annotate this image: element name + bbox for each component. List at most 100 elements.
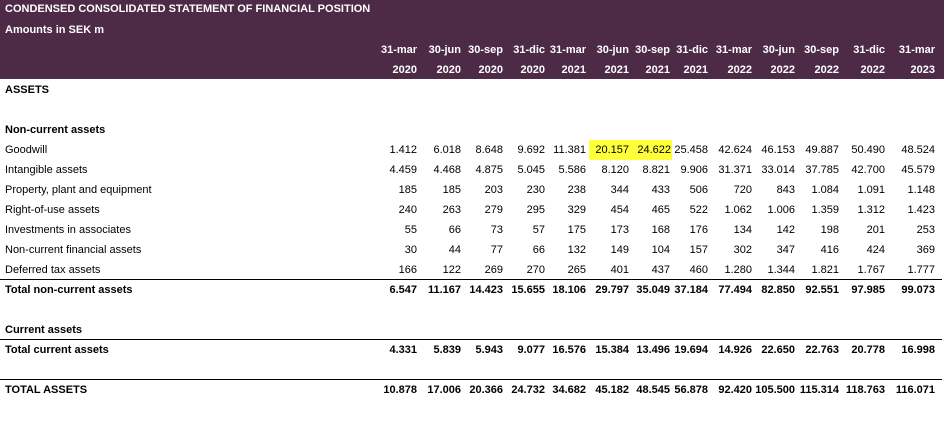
value-cell: 99.073: [901, 284, 935, 296]
value-cell: 45.579: [901, 164, 935, 176]
column-header-date: 31-mar: [549, 44, 586, 56]
value-cell: 77.494: [718, 284, 752, 296]
value-cell: 6.018: [433, 144, 461, 156]
row-label: Property, plant and equipment: [5, 184, 152, 196]
value-cell: 416: [820, 244, 839, 256]
value-cell: 263: [442, 204, 461, 216]
column-header-date: 30-sep: [635, 44, 670, 56]
row-property-plant-equipment: Property, plant and equipment 185 185 20…: [0, 180, 944, 200]
column-header-date: 30-jun: [428, 44, 461, 56]
column-header-date: 31-dic: [513, 44, 545, 56]
value-cell: 16.576: [552, 344, 586, 356]
value-cell: 265: [567, 264, 586, 276]
value-cell: 14.926: [718, 344, 752, 356]
value-cell: 11.167: [427, 284, 461, 296]
value-cell: 157: [689, 244, 708, 256]
value-cell: 302: [733, 244, 752, 256]
section-label-non-current: Non-current assets: [5, 124, 106, 136]
value-cell: 1.777: [907, 264, 935, 276]
row-total-assets: TOTAL ASSETS 10.878 17.006 20.366 24.732…: [0, 380, 944, 400]
value-cell: 11.381: [553, 144, 586, 156]
value-cell: 66: [532, 244, 545, 256]
value-cell: 344: [610, 184, 629, 196]
section-assets: ASSETS: [0, 80, 944, 100]
value-cell: 8.821: [642, 164, 670, 176]
value-cell: 506: [689, 184, 708, 196]
value-cell: 30: [404, 244, 417, 256]
value-cell: 1.280: [724, 264, 752, 276]
value-cell: 31.371: [718, 164, 752, 176]
value-cell: 92.551: [805, 284, 839, 296]
value-cell: 8.648: [475, 144, 503, 156]
value-cell: 175: [567, 224, 586, 236]
value-cell: 198: [820, 224, 839, 236]
value-cell: 18.106: [552, 284, 586, 296]
value-cell: 295: [526, 204, 545, 216]
row-intangible-assets: Intangible assets 4.459 4.468 4.875 5.04…: [0, 160, 944, 180]
value-cell: 19.694: [674, 344, 708, 356]
value-cell: 92.420: [718, 384, 752, 396]
value-cell: 5.045: [517, 164, 545, 176]
value-cell: 4.459: [389, 164, 417, 176]
value-cell: 15.655: [511, 284, 545, 296]
value-cell: 176: [689, 224, 708, 236]
value-cell: 168: [651, 224, 670, 236]
value-cell: 13.496: [636, 344, 670, 356]
value-cell: 369: [916, 244, 935, 256]
column-header-date: 31-mar: [898, 44, 935, 56]
value-cell: 424: [866, 244, 885, 256]
value-cell: 29.797: [595, 284, 629, 296]
value-cell: 238: [567, 184, 586, 196]
value-cell: 9.692: [517, 144, 545, 156]
value-cell: 10.878: [383, 384, 417, 396]
value-cell: 73: [490, 224, 503, 236]
value-cell: 522: [689, 204, 708, 216]
value-cell: 1.148: [907, 184, 935, 196]
value-cell: 77: [490, 244, 503, 256]
value-cell: 270: [526, 264, 545, 276]
value-cell: 132: [567, 244, 586, 256]
value-cell: 1.359: [811, 204, 839, 216]
value-cell: 1.412: [389, 144, 417, 156]
column-header-date: 31-dic: [853, 44, 885, 56]
value-cell: 9.906: [680, 164, 708, 176]
value-cell: 97.985: [851, 284, 885, 296]
column-header-date: 30-sep: [468, 44, 503, 56]
column-header-year: 2022: [814, 64, 839, 76]
row-label: Intangible assets: [5, 164, 88, 176]
row-non-current-financial-assets: Non-current financial assets 30 44 77 66…: [0, 240, 944, 260]
value-cell: 149: [610, 244, 629, 256]
value-cell: 118.763: [845, 384, 885, 396]
value-cell: 433: [651, 184, 670, 196]
section-label-current: Current assets: [5, 324, 83, 336]
value-cell: 269: [484, 264, 503, 276]
statement-header: CONDENSED CONSOLIDATED STATEMENT OF FINA…: [0, 0, 944, 79]
row-label: Total current assets: [5, 344, 109, 356]
value-cell: 1.312: [857, 204, 885, 216]
value-cell: 66: [448, 224, 461, 236]
value-cell: 9.077: [517, 344, 545, 356]
row-investments-in-associates: Investments in associates 55 66 73 57 17…: [0, 220, 944, 240]
value-cell: 1.767: [857, 264, 885, 276]
value-cell: 4.875: [475, 164, 503, 176]
column-header-year: 2023: [910, 64, 935, 76]
value-cell: 1.344: [767, 264, 795, 276]
statement-title: CONDENSED CONSOLIDATED STATEMENT OF FINA…: [5, 3, 371, 15]
column-header-year: 2021: [645, 64, 670, 76]
value-cell: 720: [733, 184, 752, 196]
value-cell: 173: [610, 224, 629, 236]
row-label: Total non-current assets: [5, 284, 133, 296]
divider-line: [0, 339, 942, 340]
value-cell: 465: [651, 204, 670, 216]
value-cell: 4.331: [389, 344, 417, 356]
section-non-current: Non-current assets: [0, 120, 944, 140]
value-cell: 134: [733, 224, 752, 236]
value-cell: 329: [567, 204, 586, 216]
column-header-year: 2022: [860, 64, 885, 76]
value-cell: 37.184: [674, 284, 708, 296]
column-header-year: 2021: [604, 64, 629, 76]
value-cell: 48.524: [901, 144, 935, 156]
row-label: Right-of-use assets: [5, 204, 100, 216]
value-cell: 201: [866, 224, 885, 236]
